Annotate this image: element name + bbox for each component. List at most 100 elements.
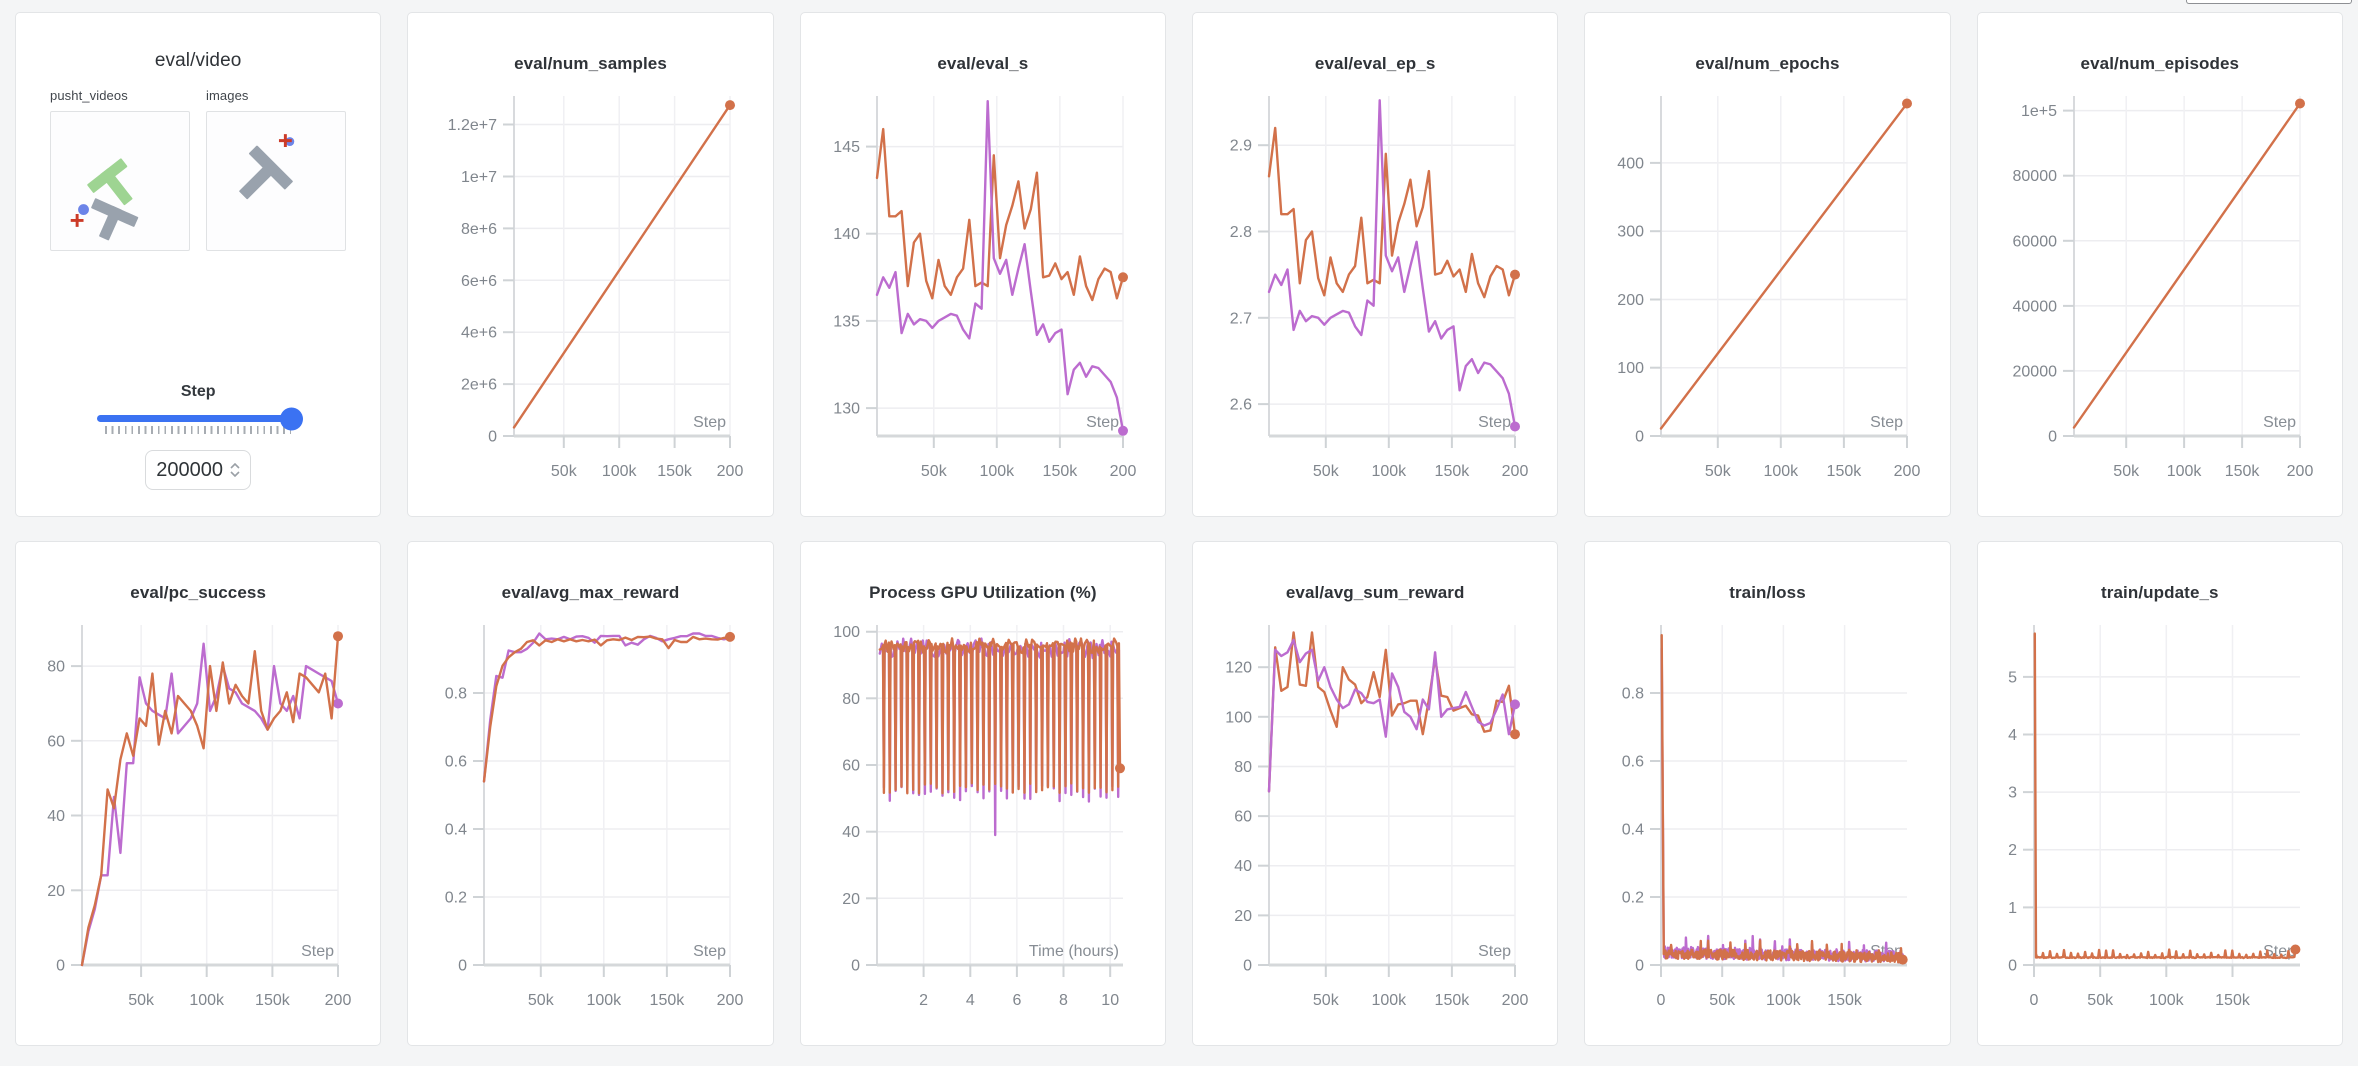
panel-train_loss[interactable]: train/loss 0 0.2 0.4 0.6 0.8 0 50k 100k 150k Step	[1584, 541, 1951, 1046]
chart-title: eval/avg_max_reward	[501, 583, 680, 602]
svg-text:20: 20	[842, 890, 860, 907]
svg-text:80: 80	[1234, 759, 1252, 776]
panel-avg_sum_reward[interactable]: eval/avg_sum_reward 0 20 40 60 80 100 120 50k 100…	[1192, 541, 1559, 1046]
svg-text:200: 200	[1502, 992, 1529, 1009]
svg-text:200: 200	[1109, 463, 1136, 480]
svg-text:2.7: 2.7	[1230, 310, 1252, 327]
svg-text:0.4: 0.4	[1622, 821, 1644, 838]
media-thumb-pusht-videos[interactable]: pusht_videos	[50, 88, 190, 256]
step-slider-label: Step	[180, 383, 216, 400]
svg-text:8e+6: 8e+6	[461, 221, 497, 238]
svg-text:50k: 50k	[1710, 992, 1737, 1009]
step-control: Step 200000	[16, 383, 380, 516]
svg-text:200: 200	[325, 992, 352, 1009]
svg-text:Step: Step	[694, 943, 727, 960]
svg-text:0: 0	[56, 957, 65, 974]
panel-eval_ep_s[interactable]: eval/eval_ep_s 2.6 2.7 2.8 2.9 50k 100k 150k 200…	[1192, 12, 1559, 517]
svg-text:100: 100	[833, 624, 860, 641]
svg-text:0: 0	[2029, 992, 2038, 1009]
chart-plot[interactable]: 0 2e+6 4e+6 6e+6 8e+6 1e+7 1.2e+7 50k 100k 150k 20…	[414, 82, 766, 494]
chart-plot[interactable]: 0 20 40 60 80 100 2 4 6 8 10 Time (hours)	[807, 611, 1159, 1023]
stepper-arrows[interactable]	[230, 463, 240, 477]
svg-text:2.9: 2.9	[1230, 137, 1252, 154]
svg-text:80000: 80000	[2012, 168, 2057, 185]
step-slider-ticks	[105, 426, 292, 434]
svg-text:Step: Step	[1478, 943, 1511, 960]
panel-title: eval/video	[154, 50, 242, 71]
svg-text:150k: 150k	[255, 992, 291, 1009]
svg-text:50k: 50k	[2087, 992, 2114, 1009]
svg-text:200: 200	[717, 463, 744, 480]
step-number-input[interactable]: 200000	[145, 450, 252, 490]
svg-text:0: 0	[1636, 428, 1645, 445]
chart-plot[interactable]: 0 20 40 60 80 100 120 50k 100k 150k 200 Step	[1199, 611, 1551, 1023]
chart-plot[interactable]: 130 135 140 145 50k 100k 150k 200 Step	[807, 82, 1159, 494]
svg-text:200: 200	[1502, 463, 1529, 480]
svg-text:1e+5: 1e+5	[2021, 103, 2057, 120]
chevron-down-icon[interactable]	[230, 471, 240, 477]
panel-num_episodes[interactable]: eval/num_episodes 0 20000 40000 60000 80000 1e…	[1976, 12, 2343, 517]
svg-text:0: 0	[1243, 957, 1252, 974]
svg-text:1.2e+7: 1.2e+7	[448, 117, 497, 134]
svg-text:50k: 50k	[921, 463, 948, 480]
chart-title: eval/pc_success	[130, 583, 267, 602]
chart-title: eval/num_episodes	[2080, 54, 2240, 73]
svg-text:200: 200	[2286, 463, 2313, 480]
svg-text:40: 40	[1234, 858, 1252, 875]
step-slider-track[interactable]	[97, 407, 304, 430]
step-slider[interactable]	[97, 407, 304, 434]
panel-gpu_util[interactable]: Process GPU Utilization (%) 0 20 40 60 80 100 2…	[799, 541, 1166, 1046]
svg-text:0: 0	[2008, 957, 2017, 974]
svg-text:0: 0	[851, 957, 860, 974]
media-thumbnails: pusht_videos images	[16, 88, 380, 256]
media-thumb-images[interactable]: images	[206, 88, 346, 256]
chevron-up-icon[interactable]	[230, 463, 240, 469]
chart-plot[interactable]: 0 20000 40000 60000 80000 1e+5 50k 100k 150k 200 S…	[1984, 82, 2336, 494]
svg-text:5: 5	[2008, 669, 2017, 686]
svg-text:2: 2	[2008, 842, 2017, 859]
svg-text:80: 80	[47, 658, 65, 675]
panel-eval_s[interactable]: eval/eval_s 130 135 140 145 50k 100k 150k 200 Ste…	[799, 12, 1166, 517]
svg-text:50k: 50k	[1705, 463, 1732, 480]
panel-num_epochs[interactable]: eval/num_epochs 0 100 200 300 400 50k 100k 150k 2…	[1584, 12, 1951, 517]
chart-title: train/update_s	[2101, 583, 2219, 602]
svg-text:150k: 150k	[650, 992, 686, 1009]
chart-plot[interactable]: 0 100 200 300 400 50k 100k 150k 200 Step	[1591, 82, 1943, 494]
chart-plot[interactable]: 2.6 2.7 2.8 2.9 50k 100k 150k 200 Step	[1199, 82, 1551, 494]
panel-train_update_s[interactable]: train/update_s 0 1 2 3 4 5 0 50k 100k 150k Step	[1976, 541, 2343, 1046]
svg-text:100k: 100k	[1372, 992, 1408, 1009]
svg-text:120: 120	[1225, 659, 1252, 676]
agent-dot	[78, 204, 89, 215]
chart-plot[interactable]: 0 0.2 0.4 0.6 0.8 50k 100k 150k 200 Step	[414, 611, 766, 1023]
chart-title: eval/avg_sum_reward	[1285, 583, 1465, 602]
svg-text:100: 100	[1225, 709, 1252, 726]
svg-text:60000: 60000	[2012, 233, 2057, 250]
svg-text:0: 0	[1636, 957, 1645, 974]
svg-text:0.6: 0.6	[445, 753, 467, 770]
panel-pc_success[interactable]: eval/pc_success 0 20 40 60 80 50k 100k 150k 200 St…	[15, 541, 382, 1046]
svg-text:Step: Step	[301, 943, 334, 960]
svg-text:140: 140	[833, 226, 860, 243]
panel-avg_max_reward[interactable]: eval/avg_max_reward 0 0.2 0.4 0.6 0.8 50k 100k 1…	[407, 541, 774, 1046]
svg-text:50k: 50k	[528, 992, 555, 1009]
images-scene-image[interactable]	[206, 110, 346, 251]
panel-num_samples[interactable]: eval/num_samples 0 2e+6 4e+6 6e+6 8e+6 1e+7 1.2…	[407, 12, 774, 517]
svg-text:40000: 40000	[2012, 298, 2057, 315]
panel-eval-video[interactable]: eval/video pusht_videos	[15, 12, 382, 517]
svg-text:60: 60	[47, 733, 65, 750]
svg-text:Step: Step	[1871, 414, 1904, 431]
pusht-scene-image[interactable]	[50, 110, 190, 251]
svg-text:135: 135	[833, 313, 860, 330]
step-slider-thumb[interactable]	[280, 407, 304, 430]
chart-title: eval/eval_ep_s	[1314, 54, 1436, 73]
svg-text:150k: 150k	[2215, 992, 2251, 1009]
svg-text:150k: 150k	[1435, 992, 1471, 1009]
chart-plot[interactable]: 0 20 40 60 80 50k 100k 150k 200 Step	[22, 611, 374, 1023]
svg-text:6e+6: 6e+6	[461, 272, 497, 289]
svg-text:2.8: 2.8	[1230, 224, 1252, 241]
svg-text:2: 2	[919, 992, 928, 1009]
svg-text:Time (hours): Time (hours)	[1029, 943, 1119, 960]
svg-text:200: 200	[1618, 292, 1645, 309]
